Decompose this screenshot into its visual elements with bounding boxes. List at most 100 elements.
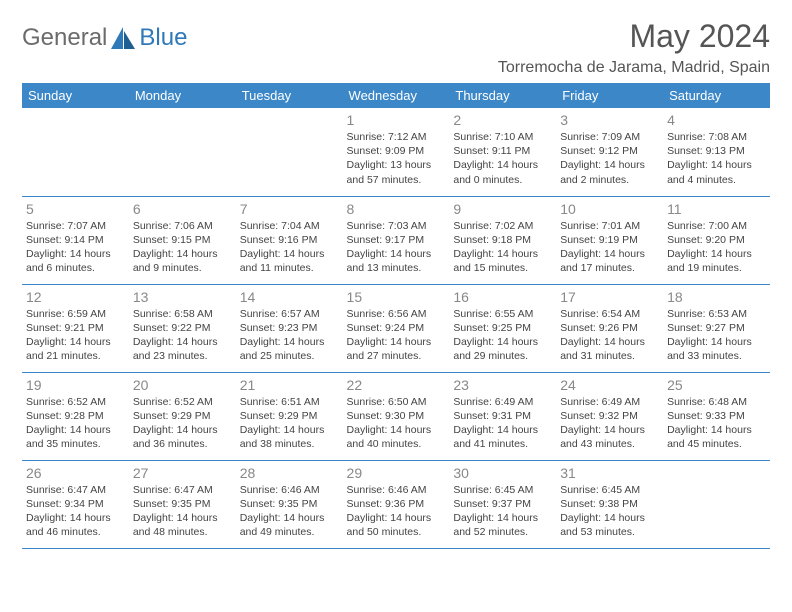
info-line: Sunset: 9:37 PM xyxy=(453,497,552,511)
info-line: and 29 minutes. xyxy=(453,349,552,363)
info-line: and 15 minutes. xyxy=(453,261,552,275)
info-line: Daylight: 13 hours xyxy=(347,158,446,172)
info-line: and 13 minutes. xyxy=(347,261,446,275)
info-line: and 0 minutes. xyxy=(453,173,552,187)
info-line: Daylight: 14 hours xyxy=(560,158,659,172)
info-line: Sunrise: 6:45 AM xyxy=(560,483,659,497)
calendar-cell: 24Sunrise: 6:49 AMSunset: 9:32 PMDayligh… xyxy=(556,372,663,460)
day-info: Sunrise: 6:58 AMSunset: 9:22 PMDaylight:… xyxy=(133,307,232,364)
info-line: Sunrise: 6:48 AM xyxy=(667,395,766,409)
info-line: Sunset: 9:33 PM xyxy=(667,409,766,423)
info-line: Daylight: 14 hours xyxy=(240,247,339,261)
day-info: Sunrise: 6:49 AMSunset: 9:32 PMDaylight:… xyxy=(560,395,659,452)
day-number: 3 xyxy=(560,112,659,128)
info-line: Sunrise: 6:47 AM xyxy=(26,483,125,497)
day-number: 15 xyxy=(347,289,446,305)
calendar-cell: 28 Sunrise: 6:46 AMSunset: 9:35 PMDayligh… xyxy=(236,460,343,548)
info-line: Sunset: 9:21 PM xyxy=(26,321,125,335)
info-line: Sunrise: 6:49 AM xyxy=(453,395,552,409)
info-line: and 25 minutes. xyxy=(240,349,339,363)
info-line: Sunset: 9:20 PM xyxy=(667,233,766,247)
info-line: Daylight: 14 hours xyxy=(667,247,766,261)
calendar-cell: 3 Sunrise: 7:09 AMSunset: 9:12 PMDaylight… xyxy=(556,108,663,196)
info-line: Sunset: 9:22 PM xyxy=(133,321,232,335)
info-line: Sunset: 9:24 PM xyxy=(347,321,446,335)
calendar-cell xyxy=(22,108,129,196)
info-line: Daylight: 14 hours xyxy=(26,423,125,437)
calendar-cell: 1 Sunrise: 7:12 AMSunset: 9:09 PMDaylight… xyxy=(343,108,450,196)
info-line: Sunset: 9:09 PM xyxy=(347,144,446,158)
calendar-cell xyxy=(236,108,343,196)
info-line: Sunset: 9:12 PM xyxy=(560,144,659,158)
weekday-header: Wednesday xyxy=(343,83,450,108)
info-line: Daylight: 14 hours xyxy=(667,423,766,437)
info-line: Daylight: 14 hours xyxy=(560,423,659,437)
day-info: Sunrise: 6:57 AMSunset: 9:23 PMDaylight:… xyxy=(240,307,339,364)
info-line: Sunrise: 6:51 AM xyxy=(240,395,339,409)
info-line: Sunset: 9:32 PM xyxy=(560,409,659,423)
info-line: Sunset: 9:23 PM xyxy=(240,321,339,335)
info-line: Sunrise: 7:09 AM xyxy=(560,130,659,144)
day-number: 28 xyxy=(240,465,339,481)
info-line: Sunrise: 7:07 AM xyxy=(26,219,125,233)
calendar-cell: 14Sunrise: 6:57 AMSunset: 9:23 PMDayligh… xyxy=(236,284,343,372)
brand-logo: General Blue xyxy=(22,24,187,52)
day-info: Sunrise: 7:10 AMSunset: 9:11 PMDaylight:… xyxy=(453,130,552,187)
info-line: Daylight: 14 hours xyxy=(347,247,446,261)
day-number: 11 xyxy=(667,201,766,217)
calendar-row: 26Sunrise: 6:47 AMSunset: 9:34 PMDayligh… xyxy=(22,460,770,548)
info-line: Sunset: 9:29 PM xyxy=(133,409,232,423)
info-line: Sunset: 9:28 PM xyxy=(26,409,125,423)
info-line: Sunrise: 6:59 AM xyxy=(26,307,125,321)
day-number: 25 xyxy=(667,377,766,393)
calendar-cell: 10Sunrise: 7:01 AMSunset: 9:19 PMDayligh… xyxy=(556,196,663,284)
day-number: 13 xyxy=(133,289,232,305)
day-info: Sunrise: 6:51 AMSunset: 9:29 PMDaylight:… xyxy=(240,395,339,452)
info-line: and 46 minutes. xyxy=(26,525,125,539)
info-line: and 49 minutes. xyxy=(240,525,339,539)
info-line: and 33 minutes. xyxy=(667,349,766,363)
info-line: Sunset: 9:26 PM xyxy=(560,321,659,335)
info-line: Sunset: 9:18 PM xyxy=(453,233,552,247)
day-number: 17 xyxy=(560,289,659,305)
calendar-cell: 31Sunrise: 6:45 AMSunset: 9:38 PMDayligh… xyxy=(556,460,663,548)
info-line: Daylight: 14 hours xyxy=(667,335,766,349)
calendar-cell: 18Sunrise: 6:53 AMSunset: 9:27 PMDayligh… xyxy=(663,284,770,372)
info-line: Daylight: 14 hours xyxy=(133,423,232,437)
info-line: Sunrise: 7:10 AM xyxy=(453,130,552,144)
day-info: Sunrise: 6:47 AMSunset: 9:35 PMDaylight:… xyxy=(133,483,232,540)
weekday-header-row: Sunday Monday Tuesday Wednesday Thursday… xyxy=(22,83,770,108)
day-number: 27 xyxy=(133,465,232,481)
calendar-cell: 5Sunrise: 7:07 AMSunset: 9:14 PMDaylight… xyxy=(22,196,129,284)
info-line: Sunrise: 7:01 AM xyxy=(560,219,659,233)
calendar-row: 1Sunrise: 7:12 AMSunset: 9:09 PMDaylight… xyxy=(22,108,770,196)
calendar-cell: 19Sunrise: 6:52 AMSunset: 9:28 PMDayligh… xyxy=(22,372,129,460)
day-info: Sunrise: 6:56 AMSunset: 9:24 PMDaylight:… xyxy=(347,307,446,364)
calendar-cell: 23Sunrise: 6:49 AMSunset: 9:31 PMDayligh… xyxy=(449,372,556,460)
day-number: 31 xyxy=(560,465,659,481)
location-label: Torremocha de Jarama, Madrid, Spain xyxy=(498,59,770,77)
calendar-cell xyxy=(663,460,770,548)
day-number: 23 xyxy=(453,377,552,393)
info-line: and 48 minutes. xyxy=(133,525,232,539)
day-number: 21 xyxy=(240,377,339,393)
day-number: 26 xyxy=(26,465,125,481)
info-line: and 40 minutes. xyxy=(347,437,446,451)
day-info: Sunrise: 6:46 AMSunset: 9:35 PMDaylight:… xyxy=(240,483,339,540)
day-number: 2 xyxy=(453,112,552,128)
day-number: 1 xyxy=(347,112,446,128)
day-info: Sunrise: 6:48 AMSunset: 9:33 PMDaylight:… xyxy=(667,395,766,452)
info-line: Daylight: 14 hours xyxy=(26,335,125,349)
calendar-table: Sunday Monday Tuesday Wednesday Thursday… xyxy=(22,83,770,549)
calendar-cell: 25 Sunrise: 6:48 AMSunset: 9:33 PMDayligh… xyxy=(663,372,770,460)
title-block: May 2024 Torremocha de Jarama, Madrid, S… xyxy=(498,18,770,77)
info-line: Sunrise: 7:04 AM xyxy=(240,219,339,233)
info-line: Sunset: 9:38 PM xyxy=(560,497,659,511)
info-line: Sunrise: 7:12 AM xyxy=(347,130,446,144)
info-line: Sunset: 9:14 PM xyxy=(26,233,125,247)
day-number: 18 xyxy=(667,289,766,305)
info-line: and 11 minutes. xyxy=(240,261,339,275)
info-line: and 4 minutes. xyxy=(667,173,766,187)
day-info: Sunrise: 7:04 AMSunset: 9:16 PMDaylight:… xyxy=(240,219,339,276)
info-line: Daylight: 14 hours xyxy=(453,335,552,349)
